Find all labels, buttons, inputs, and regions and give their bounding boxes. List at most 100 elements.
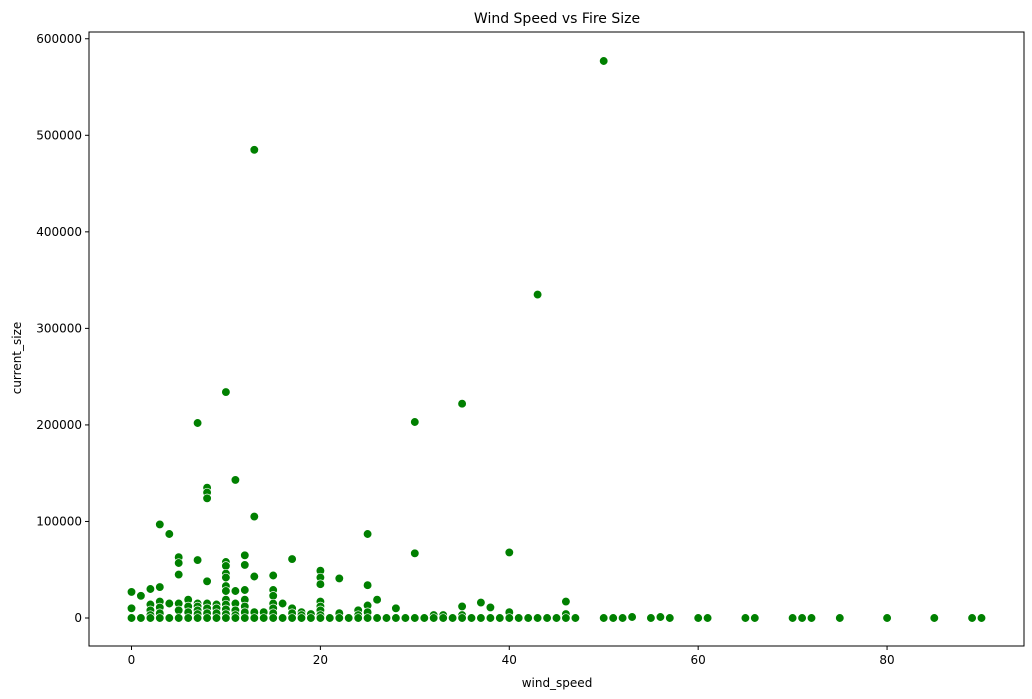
data-point (174, 605, 184, 615)
data-point (249, 571, 259, 582)
data-point (476, 613, 486, 623)
data-point (334, 573, 344, 584)
data-point (504, 613, 514, 623)
data-point (155, 519, 165, 530)
data-point (457, 601, 467, 612)
data-point (315, 579, 326, 589)
data-point (353, 613, 363, 623)
data-point (230, 475, 241, 485)
data-point (702, 613, 713, 623)
data-point (174, 569, 184, 580)
data-point (249, 613, 259, 623)
data-point (835, 613, 845, 623)
data-point (447, 613, 458, 623)
data-point (126, 587, 137, 597)
x-tick-label: 0 (128, 653, 136, 667)
data-point (391, 613, 401, 623)
data-point (164, 598, 174, 609)
data-point (410, 548, 420, 558)
data-point (561, 596, 571, 607)
data-point (419, 613, 429, 623)
data-point (617, 613, 628, 623)
data-point (287, 554, 297, 564)
data-point (627, 612, 637, 622)
data-point (126, 603, 137, 613)
data-point (495, 613, 505, 623)
data-point (608, 613, 618, 623)
y-tick-label: 100000 (36, 514, 82, 528)
data-point (155, 582, 165, 592)
data-point (221, 613, 231, 623)
data-point (164, 613, 174, 623)
data-point (306, 613, 316, 623)
data-point (693, 613, 703, 623)
x-axis-label: wind_speed (522, 676, 593, 690)
data-point (192, 555, 203, 565)
data-point (136, 591, 146, 601)
data-point (372, 613, 382, 623)
data-point (174, 558, 184, 568)
data-point (202, 613, 212, 623)
data-point (532, 289, 543, 300)
y-tick-label: 200000 (36, 418, 82, 432)
data-point (240, 560, 250, 570)
y-tick-label: 0 (74, 611, 82, 625)
data-point (334, 613, 344, 623)
data-point (929, 613, 939, 623)
data-point (344, 613, 354, 623)
x-tick-label: 60 (691, 653, 706, 667)
data-point (532, 613, 543, 623)
x-tick-label: 80 (879, 653, 894, 667)
y-tick-label: 400000 (36, 225, 82, 239)
data-point (570, 613, 581, 623)
data-point (145, 584, 156, 594)
data-point (249, 145, 259, 155)
data-point (287, 613, 297, 623)
data-point (202, 493, 212, 503)
data-point (542, 613, 552, 623)
data-point (400, 613, 411, 623)
data-point (240, 550, 250, 560)
data-point (362, 613, 373, 623)
data-point (268, 613, 278, 623)
data-point (381, 613, 392, 623)
data-point (277, 598, 288, 609)
data-point (145, 613, 156, 623)
data-point (551, 613, 562, 623)
data-point (164, 529, 174, 539)
data-point (410, 613, 420, 623)
data-point (174, 613, 184, 623)
data-point (192, 613, 203, 623)
data-point (211, 613, 222, 623)
data-point (523, 613, 533, 623)
data-point (967, 613, 977, 623)
data-point (221, 561, 231, 571)
x-tick-label: 40 (502, 653, 517, 667)
data-point (599, 613, 609, 623)
data-point (665, 613, 675, 623)
data-point (221, 387, 231, 397)
data-point (485, 613, 496, 623)
data-point (976, 613, 987, 623)
data-point (740, 613, 751, 623)
y-axis-label: current_size (10, 322, 24, 395)
data-point (797, 613, 807, 623)
data-point (438, 613, 448, 623)
data-point (202, 576, 212, 586)
data-point (372, 595, 382, 605)
data-point (362, 580, 373, 590)
data-point (230, 586, 241, 596)
chart-title: Wind Speed vs Fire Size (474, 11, 640, 27)
data-point (410, 417, 420, 427)
data-point (183, 613, 193, 623)
y-tick-label: 500000 (36, 128, 82, 142)
points-layer (126, 56, 987, 623)
data-point (504, 547, 514, 558)
data-point (362, 529, 373, 539)
data-point (514, 613, 524, 623)
data-point (155, 613, 165, 623)
data-point (882, 613, 892, 623)
data-point (230, 613, 241, 623)
data-point (240, 585, 250, 595)
